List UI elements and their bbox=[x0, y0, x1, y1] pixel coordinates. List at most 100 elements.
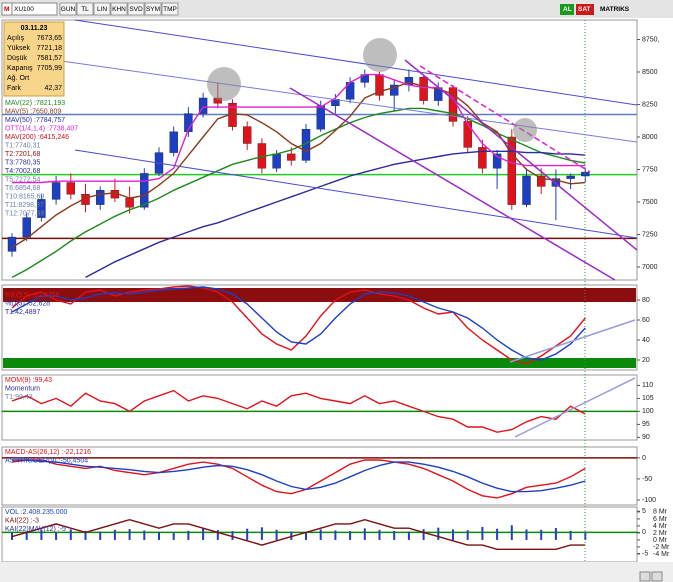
y-tick-label: 5 bbox=[642, 508, 646, 515]
channel-line bbox=[74, 149, 638, 239]
band bbox=[3, 288, 636, 302]
legend-note: T1:7740,31 bbox=[5, 142, 41, 149]
buy-label[interactable]: AL bbox=[563, 6, 572, 13]
toolbar-button[interactable] bbox=[161, 2, 179, 16]
candle-body bbox=[22, 217, 31, 238]
brand: MATRIKS bbox=[600, 6, 630, 13]
legend-entry: KAI(22) :-3 bbox=[5, 517, 39, 524]
toolbar-button[interactable] bbox=[76, 2, 94, 16]
legend-note: T10:8165,69 bbox=[5, 193, 44, 200]
candle-body bbox=[463, 121, 472, 148]
series-line bbox=[12, 73, 586, 184]
toolbar-button-label: KHN bbox=[112, 6, 126, 13]
series-line bbox=[11, 81, 586, 249]
y-tick-label: 8250 bbox=[642, 101, 658, 108]
series-line bbox=[12, 459, 586, 493]
y-tick-label: 8 Mr bbox=[653, 509, 668, 516]
y-tick-label: 105 bbox=[642, 395, 654, 402]
logo: M bbox=[4, 6, 9, 13]
candle-body bbox=[581, 171, 590, 177]
series-line bbox=[85, 150, 586, 279]
legend-entry: MAV(22) :7821,193 bbox=[5, 100, 65, 107]
info-label: Kapanış bbox=[7, 65, 33, 72]
y-tick-label: 8500 bbox=[642, 69, 658, 76]
legend-entry: MOM(9) :99,43 bbox=[5, 377, 52, 384]
y-tick-label: 100 bbox=[642, 408, 654, 415]
dashed-trend bbox=[419, 65, 591, 173]
panel-frame bbox=[1, 374, 638, 441]
toolbar-button-label: SYM bbox=[146, 6, 160, 13]
candle-body bbox=[522, 175, 531, 205]
symbol[interactable]: XU100 bbox=[14, 6, 34, 13]
candle-body bbox=[316, 105, 325, 130]
trend-line bbox=[289, 87, 616, 281]
scroll-right[interactable] bbox=[651, 571, 663, 582]
candle-body bbox=[95, 190, 105, 205]
toolbar-button-label: TMP bbox=[163, 6, 177, 13]
toolbar-button-label: GUN bbox=[61, 6, 76, 13]
band bbox=[3, 358, 636, 368]
legend-note: T4:7002,68 bbox=[5, 168, 41, 175]
y-tick-label: 90 bbox=[642, 434, 650, 441]
channel-line bbox=[74, 19, 638, 106]
y-tick-label: 0 bbox=[642, 455, 646, 462]
legend-note: T1:99,43 bbox=[5, 394, 33, 401]
legend-entry: VOL :2.408.235.000 bbox=[5, 509, 68, 516]
candle-body bbox=[66, 182, 76, 195]
legend-note: MAV(200) :6415,246 bbox=[5, 134, 69, 141]
y-tick-label: 110 bbox=[642, 382, 653, 389]
candle-body bbox=[272, 153, 281, 169]
y-tick-label: -4 Mr bbox=[653, 551, 670, 558]
info-value: 7721,18 bbox=[37, 45, 62, 52]
y-tick-label: 20 bbox=[642, 357, 650, 364]
y-tick-label: 0 Mr bbox=[653, 537, 668, 544]
buy-button[interactable] bbox=[560, 4, 574, 15]
symbol-box[interactable] bbox=[11, 2, 58, 16]
sell-label[interactable]: SAT bbox=[578, 6, 591, 13]
info-box bbox=[3, 21, 65, 97]
candle-body bbox=[478, 147, 487, 169]
toolbar-button-label: SVD bbox=[129, 6, 143, 13]
y-tick-label: 7750 bbox=[642, 166, 658, 173]
info-label: Ağ. Ort bbox=[7, 75, 29, 82]
info-value: 7705,99 bbox=[37, 65, 62, 72]
sell-button[interactable] bbox=[576, 4, 594, 15]
toolbar-button[interactable] bbox=[127, 2, 145, 16]
y-tick-label: 95 bbox=[642, 421, 650, 428]
y-tick-label: 7000 bbox=[642, 264, 658, 271]
candle-body bbox=[198, 97, 208, 114]
y-tick-label: -100 bbox=[642, 497, 656, 504]
legend-entry: MACD-AS(26,12) :-22,1216 bbox=[5, 449, 91, 456]
toolbar-button[interactable] bbox=[59, 2, 77, 16]
candle-body bbox=[390, 84, 399, 96]
y-tick-label: 60 bbox=[642, 317, 650, 324]
y-tick-label: -5 bbox=[642, 550, 648, 557]
info-label: Düşük bbox=[7, 55, 27, 62]
series-line bbox=[11, 389, 586, 433]
legend-note: T3:7780,35 bbox=[5, 159, 41, 166]
scroll-left[interactable] bbox=[639, 571, 651, 582]
toolbar-button[interactable] bbox=[93, 2, 111, 16]
panel-frame bbox=[1, 446, 638, 506]
toolbar-button[interactable] bbox=[110, 2, 128, 16]
y-tick-label: 8750, bbox=[642, 36, 660, 43]
candle-body bbox=[419, 76, 428, 101]
candle-body bbox=[566, 175, 575, 179]
candle-body bbox=[37, 199, 46, 218]
y-tick-label: 6 Mr bbox=[653, 516, 668, 523]
y-tick-label: 7250 bbox=[642, 231, 658, 238]
legend-entry: AS TRIGGER(9) :-50,4504 bbox=[5, 457, 88, 464]
y-tick-label: 8000 bbox=[642, 134, 658, 141]
legend-entry: MAV(5) :7650,809 bbox=[5, 108, 61, 115]
legend-note: T1:42,4897 bbox=[5, 309, 41, 316]
trend-line bbox=[404, 59, 638, 251]
toolbar-button-label: TL bbox=[81, 6, 89, 13]
candle-body bbox=[169, 131, 178, 153]
y-tick-label: 40 bbox=[642, 337, 650, 344]
candle-body bbox=[140, 173, 149, 208]
info-value: 7581,57 bbox=[37, 55, 62, 62]
legend-entry: OTT(1/4,1,4) :7738,407 bbox=[5, 125, 78, 132]
info-label: Fark bbox=[7, 85, 22, 92]
toolbar-button[interactable] bbox=[144, 2, 162, 16]
